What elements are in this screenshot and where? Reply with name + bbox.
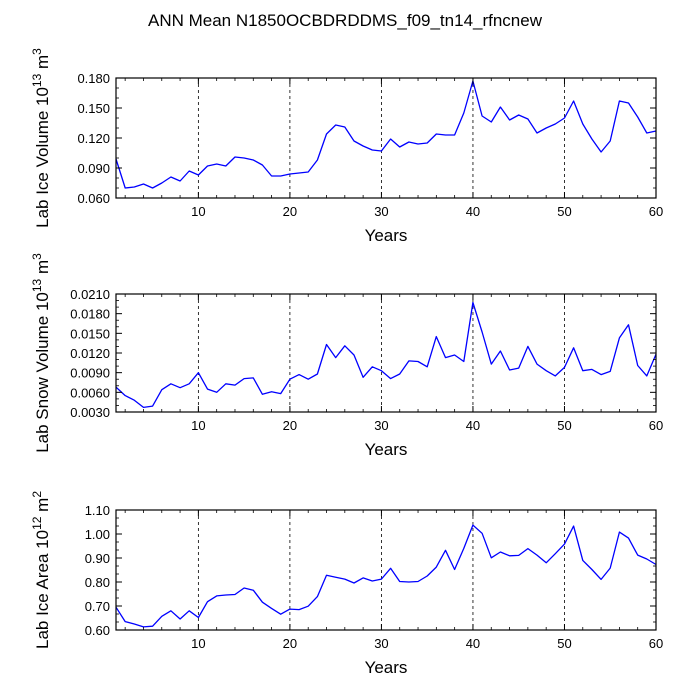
x-tick-label: 50 (557, 418, 571, 433)
x-tick-label: 30 (374, 636, 388, 651)
y-axis-label-part: 3 (30, 253, 44, 260)
y-tick-label: 0.0210 (70, 287, 110, 302)
y-tick-label: 0.70 (85, 599, 110, 614)
x-tick-label: 50 (557, 204, 571, 219)
x-tick-label: 20 (283, 636, 297, 651)
y-axis-label-part: m (33, 260, 52, 279)
x-tick-label: 30 (374, 418, 388, 433)
x-tick-label: 10 (191, 636, 205, 651)
y-tick-label: 0.0120 (70, 346, 110, 361)
x-tick-label: 20 (283, 418, 297, 433)
x-axis-label: Years (365, 226, 408, 245)
y-axis-label: Lab Ice Volume 1013 m3 (30, 48, 52, 228)
y-axis-label-part: 3 (30, 48, 44, 55)
y-tick-label: 0.80 (85, 575, 110, 590)
y-axis-label-part: 13 (30, 73, 44, 87)
y-axis-label-part: m (33, 55, 52, 74)
y-tick-label: 0.060 (77, 191, 110, 206)
y-tick-label: 0.180 (77, 71, 110, 86)
chart-panel: 10 20 30 40 50 60 0.060 0.090 0.120 0.150 0.180 Yea… (30, 48, 663, 245)
x-tick-label: 20 (283, 204, 297, 219)
x-tick-label: 30 (374, 204, 388, 219)
chart-panel: 10 20 30 40 50 60 0.0030 0.0060 0.0090 0.0120 0.01… (30, 253, 663, 459)
y-tick-label: 1.00 (85, 527, 110, 542)
y-tick-label: 0.90 (85, 551, 110, 566)
y-tick-label: 0.0090 (70, 366, 110, 381)
y-tick-label: 0.120 (77, 131, 110, 146)
y-tick-label: 0.0180 (70, 307, 110, 322)
y-axis-label-part: Lab Ice Volume 10 (33, 87, 52, 228)
plot-frame (115, 509, 657, 631)
figure-title: ANN Mean N1850OCBDRDDMS_f09_tn14_rfncnew (148, 11, 543, 30)
x-tick-label: 10 (191, 418, 205, 433)
y-tick-label: 0.0060 (70, 385, 110, 400)
x-tick-label: 10 (191, 204, 205, 219)
x-tick-label: 40 (466, 636, 480, 651)
x-tick-label: 60 (649, 418, 663, 433)
y-tick-label: 0.60 (85, 623, 110, 638)
x-tick-label: 60 (649, 204, 663, 219)
y-tick-label: 0.090 (77, 161, 110, 176)
x-tick-label: 40 (466, 418, 480, 433)
x-tick-label: 50 (557, 636, 571, 651)
x-axis-label: Years (365, 440, 408, 459)
y-axis-label: Lab Ice Area 1012 m2 (30, 491, 52, 649)
y-tick-label: 0.150 (77, 101, 110, 116)
y-tick-label: 0.0030 (70, 405, 110, 420)
x-tick-label: 40 (466, 204, 480, 219)
y-axis-label-part: 12 (30, 516, 44, 530)
panels: 10 20 30 40 50 60 0.060 0.090 0.120 0.150 0.180 Yea… (30, 48, 663, 677)
y-tick-label: 0.0150 (70, 326, 110, 341)
y-axis-label: Lab Snow Volume 1013 m3 (30, 253, 52, 453)
series-line (115, 80, 657, 189)
plot-frame (115, 77, 657, 199)
chart-panel: 10 20 30 40 50 60 0.60 0.70 0.80 0.90 1.00 1.10 Year… (30, 491, 663, 677)
y-axis-label-part: 13 (30, 278, 44, 292)
y-tick-label: 1.10 (85, 503, 110, 518)
x-axis-label: Years (365, 658, 408, 677)
y-axis-label-part: Lab Ice Area 10 (33, 530, 52, 649)
y-axis-label-part: 2 (30, 491, 44, 498)
series-line (115, 301, 657, 409)
y-axis-label-part: Lab Snow Volume 10 (33, 292, 52, 453)
x-tick-label: 60 (649, 636, 663, 651)
series-line (115, 524, 657, 628)
y-axis-label-part: m (33, 498, 52, 517)
